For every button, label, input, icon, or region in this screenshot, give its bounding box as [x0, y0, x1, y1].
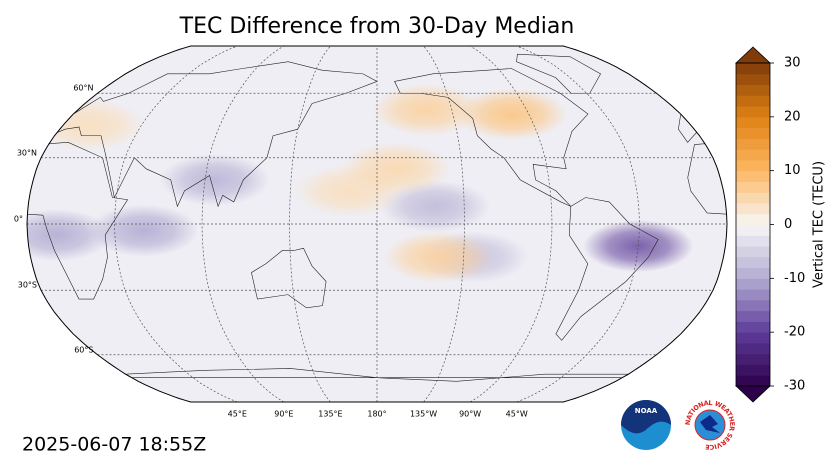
meridian	[201, 46, 285, 402]
coastline	[27, 142, 129, 300]
colorbar-level	[736, 192, 770, 204]
coastline	[516, 53, 601, 94]
title: TEC Difference from 30-Day Median	[179, 14, 575, 39]
anomaly	[159, 153, 270, 206]
colorbar-level	[736, 106, 770, 118]
colorbar-level	[736, 213, 770, 225]
timestamp: 2025-06-07 18:55Z	[22, 434, 206, 456]
lon-label: 45°W	[506, 410, 528, 419]
colorbar-level	[736, 63, 770, 75]
anomaly	[340, 142, 451, 195]
colorbar-level	[736, 116, 770, 129]
coastline	[251, 247, 327, 309]
colorbar-level	[736, 149, 770, 161]
lat-label: 30°S	[18, 281, 37, 290]
colorbar-level	[736, 342, 770, 355]
lon-label: 180°	[367, 410, 386, 419]
colorbar-tick-label: -30	[784, 379, 805, 394]
colorbar-level	[736, 289, 770, 301]
colorbar-level	[736, 246, 770, 258]
colorbar-tick-label: 30	[784, 56, 801, 71]
anomaly	[34, 98, 145, 151]
colorbar-level	[736, 224, 770, 236]
coastline	[27, 368, 378, 382]
lon-label: 135°E	[318, 410, 342, 419]
meridian	[469, 46, 553, 402]
colorbar-level	[736, 127, 770, 139]
nws-map	[700, 415, 720, 433]
coastline	[394, 68, 589, 207]
colorbar-level	[736, 95, 770, 107]
colorbar-level	[736, 84, 770, 96]
meridian	[423, 46, 465, 402]
colorbar-min-extend	[734, 385, 772, 403]
colorbar-level	[736, 321, 770, 333]
colorbar-level	[736, 278, 770, 290]
lon-label: 135°W	[410, 410, 437, 419]
colorbar-level	[736, 202, 770, 215]
colorbar-level	[736, 181, 770, 193]
coastline	[27, 68, 29, 208]
colorbar-level	[736, 170, 770, 182]
colorbar-level	[736, 332, 770, 344]
colorbar-tick-label: 0	[784, 217, 792, 232]
colorbar-level	[736, 310, 770, 322]
colorbar-level	[736, 138, 770, 150]
meridian	[516, 46, 640, 402]
colorbar-tick-label: 10	[784, 163, 801, 178]
colorbar-max-extend	[734, 46, 772, 64]
anomaly	[383, 231, 494, 284]
colorbar-level	[736, 267, 770, 279]
lon-label: 90°E	[274, 410, 293, 419]
colorbar-level	[736, 256, 770, 269]
coastline	[555, 197, 659, 341]
colorbar-label: Vertical TEC (TECU)	[812, 161, 827, 288]
colorbar-level	[736, 375, 770, 387]
colorbar-tick-label: -10	[784, 271, 805, 286]
lon-label: 90°W	[459, 410, 481, 419]
colorbar-tick-label: -20	[784, 325, 805, 340]
anomaly	[371, 83, 482, 136]
colorbar-level	[736, 353, 770, 365]
map: 60°N 30°N 0° 30°S 60°S 45°E 90°E 135°E 180° 135°W…	[14, 45, 728, 419]
meridian	[289, 46, 331, 402]
coastline	[32, 61, 378, 208]
colorbar-level	[736, 73, 770, 86]
colorbar: 30 20 10 0 -10 -20 -30 Vertical TEC (TECU)	[734, 46, 827, 403]
lat-label: 0°	[14, 215, 23, 224]
meridian	[114, 46, 238, 402]
colorbar-level	[736, 235, 770, 247]
colorbar-level	[736, 299, 770, 312]
noaa-logo: NOAA	[621, 400, 671, 450]
colorbar-level	[736, 364, 770, 376]
colorbar-level	[736, 159, 770, 172]
nws-logo: NATIONAL WEATHER SERVICE	[684, 399, 736, 451]
lon-label: 45°E	[228, 410, 247, 419]
noaa-text: NOAA	[635, 407, 658, 415]
anomaly	[457, 88, 568, 141]
colorbar-tick-label: 20	[784, 109, 801, 124]
lat-label: 30°N	[17, 148, 37, 157]
lat-label: 60°N	[73, 84, 93, 93]
map-outline	[26, 45, 728, 403]
lat-label: 60°S	[74, 345, 93, 354]
noaa-top	[621, 400, 671, 434]
